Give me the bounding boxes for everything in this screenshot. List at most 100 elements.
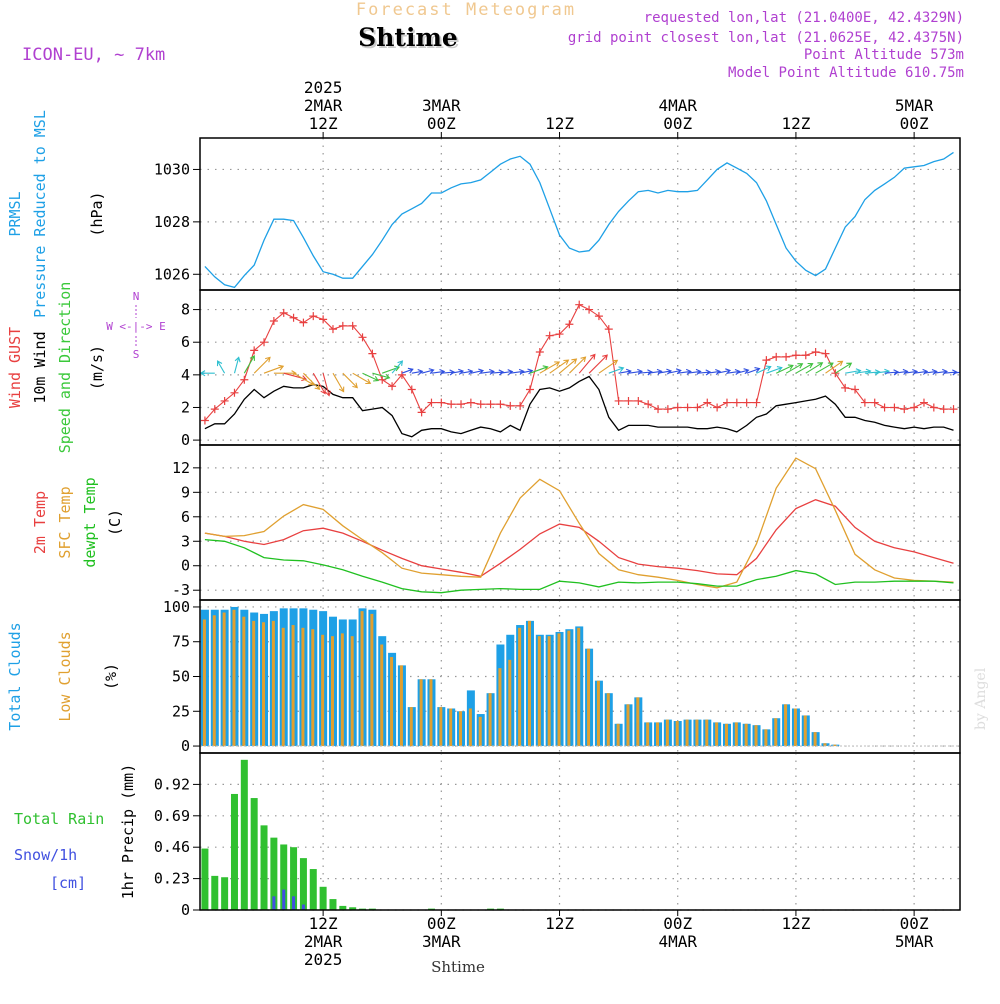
gust-point [230,388,239,397]
wind-plot [200,300,960,438]
gust-point [772,352,781,361]
gust-point [880,403,889,412]
low-cloud-bar [646,722,650,747]
wind-arrow [559,358,578,374]
panel-wind: 0 2 4 6 8 Wind GUST 10m Wind Speed and Directio… [6,282,961,453]
wind-ytick-label: 0 [181,431,190,449]
low-cloud-bar [478,716,482,747]
gust-point [604,325,613,334]
precip-axis-label: 1hr Precip (mm) [119,764,137,899]
gust-point [841,383,850,392]
gust-point [535,348,544,356]
low-cloud-bar [281,627,285,747]
gust-point [801,351,810,360]
low-cloud-bar [459,711,463,747]
wind-arrow [815,362,834,374]
gust-point [821,349,830,358]
low-cloud-bar [656,722,660,747]
low-cloud-bar [626,704,630,747]
low-cloud-bar [508,659,512,747]
wind-arrow [352,372,372,385]
low-cloud-bar [596,680,600,747]
gust-point [348,321,357,330]
bottom-time-label: 00Z [427,914,456,933]
top-time-label: 3MAR [422,96,461,115]
snow-legend: Snow/1h [14,846,77,864]
temperature-ytick-label: 9 [181,483,190,501]
top-time-label: 00Z [427,114,456,133]
low-cloud-bar [429,679,433,747]
wind-arrow [588,354,608,374]
rain-bar [349,907,357,910]
gust-point [722,398,731,407]
low-cloud-bar [705,719,709,747]
rain-bar [240,759,248,910]
model-altitude: Model Point Altitude 610.75m [728,65,964,81]
clouds-axis-label: Total Clouds [6,622,24,730]
gust-point [713,403,722,412]
rain-bar [201,848,209,910]
chart-title: Forecast Meteogram [356,0,576,20]
wind-arrow [746,367,761,374]
gust-point [220,396,229,405]
gust-point [565,320,574,329]
snow-unit-legend: [cm] [50,874,86,892]
pressure-ytick-label: 1028 [154,213,190,231]
bottom-time-label: 5MAR [895,932,934,951]
gust-point [319,315,328,324]
bottom-time-label: 2MAR [304,932,343,951]
low-cloud-bar [311,629,315,747]
gust-point [427,398,436,407]
wind-axis-label: Wind GUST [6,327,24,408]
gust-point [545,331,554,340]
wind-ytick-label: 2 [181,398,190,416]
wind-arrow [539,361,561,374]
wind-arrow [697,369,712,376]
top-time-label: 12Z [309,114,338,133]
gust-point [870,398,879,407]
gust-point [407,385,416,394]
bottom-time-label: 12Z [781,914,810,933]
wind-arrow [943,369,958,376]
low-cloud-bar [567,630,571,747]
gust-point [378,375,387,384]
wind-arrow [618,368,632,375]
wind-arrow [200,370,215,377]
gust-point [860,398,869,407]
low-cloud-bar [222,612,226,747]
rain-bar [319,886,327,910]
gust-point [417,408,426,417]
wind-arrow [253,356,271,374]
low-cloud-bar [675,721,679,747]
wind-arrow [451,368,465,375]
temperature-ytick-label: 0 [181,557,190,575]
wind-arrow [775,364,794,374]
wind-arrow [293,372,315,386]
low-cloud-bar [547,636,551,747]
gust-point [762,356,771,365]
gust-point [496,400,505,409]
low-cloud-bar [439,707,443,747]
wind-arrow [411,368,424,376]
gust-point [851,385,860,394]
clouds-ytick-label: 0 [181,737,190,755]
rain-bar [280,844,288,910]
bottom-time-label: 2025 [304,950,343,969]
wind-arrow [263,364,285,374]
rain-bar [221,877,229,910]
gust-point [260,338,269,347]
clouds-ytick-label: 75 [172,633,190,651]
wind-arrow [835,362,853,374]
low-cloud-bar [764,729,768,747]
wind-arrow [825,360,844,374]
gust-point [683,403,692,412]
pressure-frame [199,137,961,291]
bottom-time-label: 3MAR [422,932,461,951]
low-cloud-bar [744,723,748,747]
low-cloud-bar [202,619,206,747]
snow-bar [301,904,305,910]
clouds-axis-label: (%) [102,663,120,690]
wind-arrow [401,367,414,374]
wind-arrow [638,369,653,376]
